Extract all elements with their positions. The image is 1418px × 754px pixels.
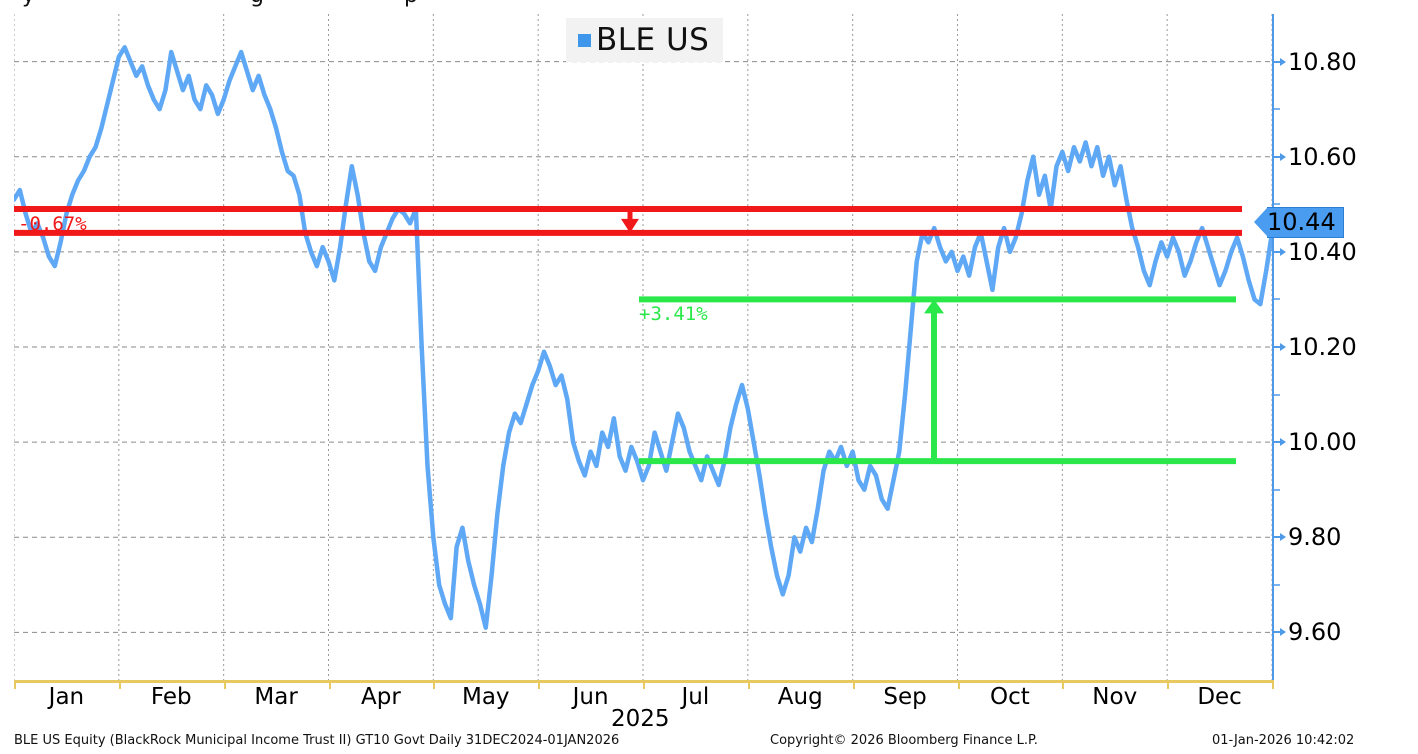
y-axis-label: 10.60: [1288, 142, 1357, 171]
legend-swatch-icon: [578, 33, 591, 47]
x-axis-month-label: Dec: [1197, 684, 1242, 710]
x-axis-month-label: Apr: [361, 684, 401, 710]
y-axis-tick: [1274, 60, 1283, 63]
clipped-title-sliver: y g p: [0, 0, 1418, 10]
price-badge-body: 10.44: [1267, 206, 1344, 238]
y-axis-minor-tick: [1274, 488, 1280, 491]
price-badge-value: 10.44: [1267, 208, 1336, 237]
y-axis-minor-tick: [1274, 393, 1280, 396]
x-axis-month-label: Feb: [150, 684, 192, 710]
legend-label: BLE US: [596, 21, 710, 58]
y-axis-tick: [1274, 441, 1283, 444]
x-axis-month-label: Jun: [572, 684, 609, 710]
y-axis-tick-arrow-icon: [1280, 247, 1286, 256]
x-axis-tick: [14, 680, 16, 689]
y-axis-minor-tick: [1274, 108, 1280, 111]
current-price-badge[interactable]: 10.44: [1254, 206, 1344, 238]
y-axis-minor-tick: [1274, 583, 1280, 586]
y-axis-tick: [1274, 536, 1283, 539]
y-axis-line: [1272, 14, 1274, 680]
x-axis-year-label: 2025: [611, 706, 670, 732]
x-axis-tick: [1272, 680, 1274, 689]
x-axis-tick: [538, 680, 541, 689]
x-axis-tick: [118, 680, 121, 689]
x-axis-month-label: Oct: [990, 684, 1030, 710]
y-axis-tick-arrow-icon: [1280, 152, 1286, 161]
green-range-label: +3.41%: [639, 303, 708, 326]
clipped-title-mid: g: [250, 0, 264, 8]
x-axis-tick: [852, 680, 855, 689]
footer-copyright: Copyright© 2026 Bloomberg Finance L.P.: [770, 733, 1038, 748]
red-range-label: -0.67%: [18, 212, 87, 235]
legend[interactable]: BLE US: [566, 18, 724, 62]
y-axis-label: 10.40: [1288, 237, 1357, 266]
y-axis-tick-arrow-icon: [1280, 628, 1286, 637]
x-axis-tick: [643, 680, 645, 689]
clipped-title-right: p: [404, 0, 418, 8]
footer-timestamp: 01-Jan-2026 10:42:02: [1212, 733, 1355, 748]
x-axis-month-label: Mar: [254, 684, 298, 710]
x-axis-month-label: Nov: [1092, 684, 1138, 710]
y-axis: 10.80 10.60 10.40 10.20 10.00 9.80 9.60: [1272, 0, 1418, 700]
y-axis-label: 9.80: [1288, 523, 1342, 552]
y-axis-label: 10.00: [1288, 428, 1357, 457]
clipped-title-left: y: [22, 0, 35, 8]
y-axis-tick-arrow-icon: [1280, 343, 1286, 351]
y-axis-tick-arrow-icon: [1280, 438, 1286, 447]
x-axis-tick: [1062, 680, 1065, 689]
x-axis-month-label: Jul: [681, 684, 710, 710]
y-axis-label: 9.60: [1288, 618, 1342, 647]
y-axis-tick: [1274, 631, 1283, 634]
y-axis-tick: [1274, 155, 1283, 158]
x-axis-month-label: May: [461, 684, 510, 710]
x-axis-tick: [433, 680, 436, 689]
price-series: [14, 45, 1272, 630]
y-axis-label: 10.20: [1288, 333, 1357, 361]
x-axis-tick: [957, 680, 960, 689]
footer: BLE US Equity (BlackRock Municipal Incom…: [0, 730, 1418, 754]
price-badge-arrow-icon: [1254, 208, 1267, 237]
y-axis-minor-tick: [1274, 203, 1280, 206]
x-axis-month-label: Sep: [883, 684, 927, 710]
y-axis-tick: [1274, 250, 1283, 253]
y-axis-tick-arrow-icon: [1280, 533, 1286, 542]
y-axis-tick: [1274, 346, 1283, 348]
x-axis-tick: [747, 680, 750, 689]
x-axis-tick: [223, 680, 226, 689]
x-axis-tick: [328, 680, 331, 689]
x-axis-month-label: Jan: [48, 684, 85, 710]
x-axis-tick: [1167, 680, 1170, 689]
footer-security-description: BLE US Equity (BlackRock Municipal Incom…: [14, 733, 620, 748]
annotation-overlay: [14, 206, 1242, 465]
y-axis-label: 10.80: [1288, 47, 1357, 76]
plot-area: [14, 14, 1272, 680]
x-axis-month-label: Aug: [777, 684, 823, 710]
y-axis-tick-arrow-icon: [1280, 57, 1286, 66]
y-axis-minor-tick: [1274, 298, 1280, 301]
